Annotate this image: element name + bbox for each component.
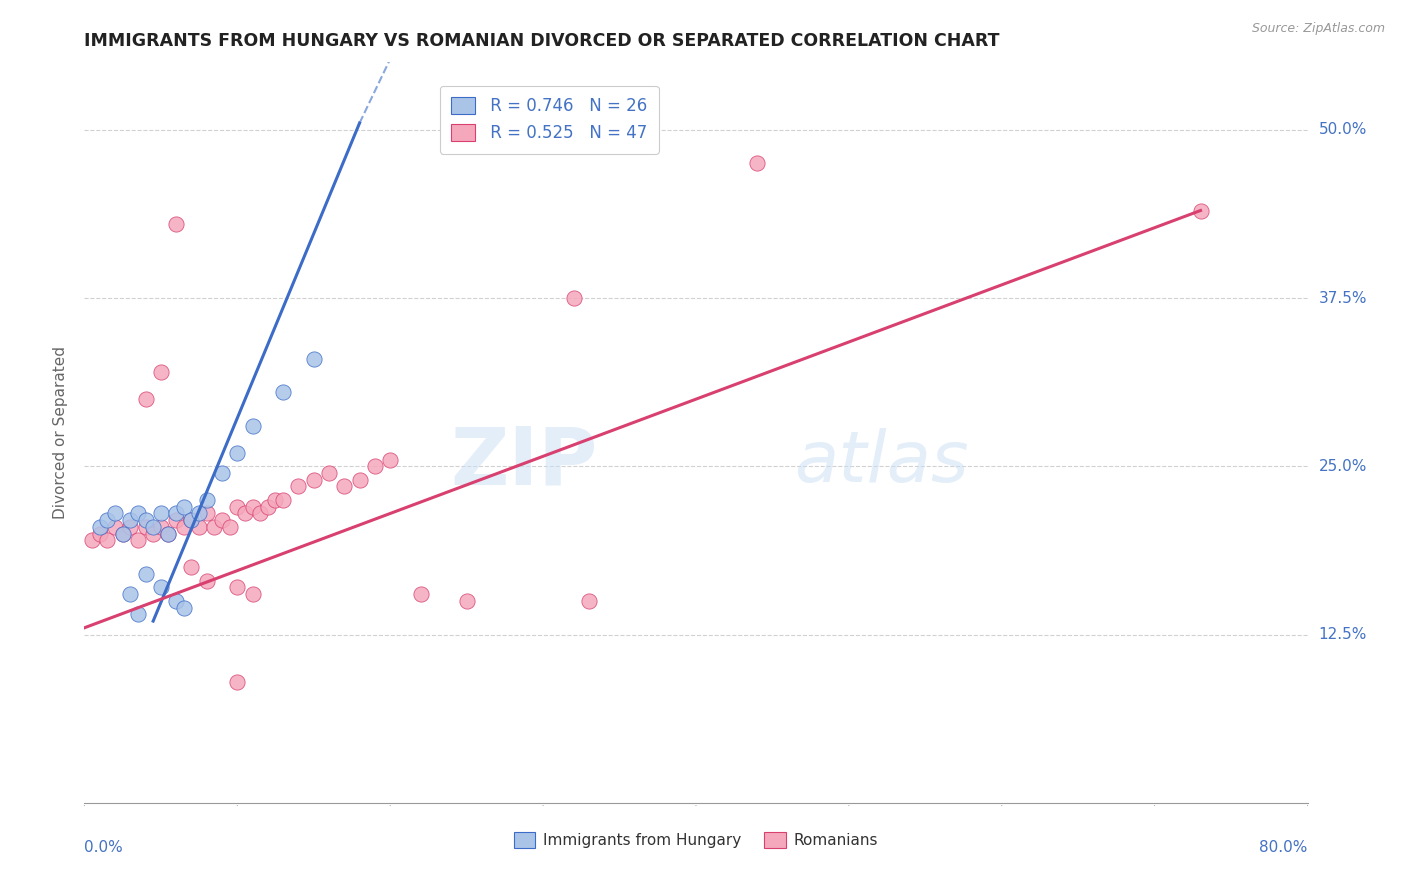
Point: [242, 587, 264, 601]
Point: [271, 385, 294, 400]
Point: [120, 513, 142, 527]
Point: [562, 291, 585, 305]
Text: Source: ZipAtlas.com: Source: ZipAtlas.com: [1251, 22, 1385, 36]
Text: IMMIGRANTS FROM HUNGARY VS ROMANIAN DIVORCED OR SEPARATED CORRELATION CHART: IMMIGRANTS FROM HUNGARY VS ROMANIAN DIVO…: [84, 32, 1000, 50]
Point: [1189, 203, 1212, 218]
Point: [211, 513, 233, 527]
Point: [226, 674, 249, 689]
Point: [578, 594, 600, 608]
Point: [157, 526, 180, 541]
Point: [120, 587, 142, 601]
Point: [349, 473, 371, 487]
Point: [747, 156, 769, 170]
Point: [127, 507, 149, 521]
Point: [218, 520, 240, 534]
Point: [257, 500, 280, 514]
Point: [202, 520, 225, 534]
Point: [195, 492, 218, 507]
Point: [135, 392, 157, 406]
Point: [302, 351, 325, 366]
Point: [165, 217, 187, 231]
Point: [226, 581, 249, 595]
Point: [173, 600, 195, 615]
Point: [89, 526, 111, 541]
Point: [242, 418, 264, 433]
Text: 12.5%: 12.5%: [1319, 627, 1367, 642]
Point: [364, 459, 387, 474]
Point: [80, 533, 103, 548]
Point: [96, 533, 118, 548]
Point: [149, 365, 172, 379]
Point: [111, 526, 134, 541]
Point: [456, 594, 478, 608]
Point: [264, 492, 287, 507]
Point: [142, 526, 165, 541]
Point: [104, 507, 127, 521]
Text: 25.0%: 25.0%: [1319, 458, 1367, 474]
Legend: Immigrants from Hungary, Romanians: Immigrants from Hungary, Romanians: [508, 826, 884, 855]
Point: [173, 520, 195, 534]
Point: [127, 533, 149, 548]
Point: [96, 513, 118, 527]
Point: [173, 500, 195, 514]
Point: [242, 500, 264, 514]
Text: 0.0%: 0.0%: [84, 840, 124, 855]
Point: [135, 566, 157, 581]
Point: [318, 466, 340, 480]
Point: [165, 507, 187, 521]
Point: [302, 473, 325, 487]
Text: ZIP: ZIP: [451, 423, 598, 501]
Text: 37.5%: 37.5%: [1319, 291, 1367, 305]
Point: [211, 466, 233, 480]
Point: [226, 500, 249, 514]
Point: [180, 513, 202, 527]
Point: [111, 526, 134, 541]
Point: [180, 513, 202, 527]
Point: [142, 520, 165, 534]
Point: [149, 507, 172, 521]
Point: [135, 520, 157, 534]
Text: atlas: atlas: [794, 428, 969, 497]
Point: [104, 520, 127, 534]
Point: [180, 560, 202, 574]
Point: [149, 520, 172, 534]
Point: [226, 446, 249, 460]
Point: [195, 507, 218, 521]
Point: [380, 452, 402, 467]
Text: 80.0%: 80.0%: [1260, 840, 1308, 855]
Point: [333, 479, 356, 493]
Point: [165, 513, 187, 527]
Point: [120, 520, 142, 534]
Point: [149, 581, 172, 595]
Point: [249, 507, 271, 521]
Point: [409, 587, 432, 601]
Point: [89, 520, 111, 534]
Point: [287, 479, 309, 493]
Point: [233, 507, 256, 521]
Point: [127, 607, 149, 622]
Y-axis label: Divorced or Separated: Divorced or Separated: [53, 346, 69, 519]
Point: [271, 492, 294, 507]
Point: [195, 574, 218, 588]
Point: [188, 507, 211, 521]
Point: [188, 520, 211, 534]
Point: [157, 526, 180, 541]
Point: [165, 594, 187, 608]
Text: 50.0%: 50.0%: [1319, 122, 1367, 137]
Point: [135, 513, 157, 527]
